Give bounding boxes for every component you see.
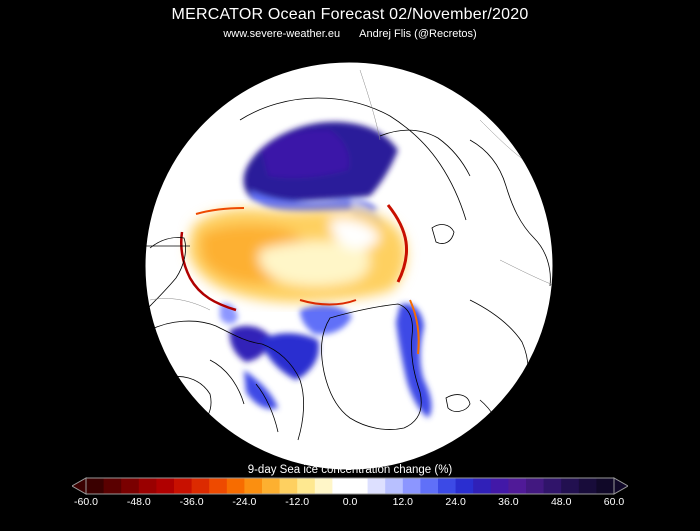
colorbar-tick-label: 24.0 (445, 496, 466, 508)
colorbar-segment (543, 478, 562, 494)
site-credit: www.severe-weather.eu (223, 28, 341, 40)
colorbar-segment (138, 478, 157, 494)
ice-gain-canada (220, 303, 432, 418)
colorbar-segment (332, 478, 351, 494)
colorbar-segment (526, 478, 545, 494)
colorbar-segment (367, 478, 386, 494)
colorbar-tick-label: 12.0 (392, 496, 414, 508)
svalbard-coast (431, 224, 455, 244)
colorbar-segment (402, 478, 421, 494)
colorbar-segment (103, 478, 122, 494)
siberia-coast (239, 97, 467, 221)
colorbar-segment (86, 478, 105, 494)
colorbar-segment (490, 478, 509, 494)
colorbar-segment (226, 478, 245, 494)
colorbar-tick-label: 60.0 (603, 496, 625, 508)
colorbar-segment (209, 478, 228, 494)
author-credit: Andrej Flis (@Recretos) (359, 28, 477, 40)
colorbar-segment (561, 478, 580, 494)
colorbar-segment (596, 478, 615, 494)
greenland-coast (321, 303, 422, 430)
colorbar-segment (420, 478, 439, 494)
colorbar-tick-label: -60.0 (74, 496, 98, 508)
colorbar-segment (156, 478, 175, 494)
colorbar-tick-label: 48.0 (550, 496, 572, 508)
colorbar-segment (244, 478, 263, 494)
colorbar-segment (314, 478, 333, 494)
iceland-coast (445, 394, 471, 412)
colorbar-segments (86, 478, 615, 494)
colorbar-tick-label: -24.0 (232, 496, 257, 508)
colorbar-segment (508, 478, 527, 494)
colorbar-label: 9-day Sea ice concentration change (%) (247, 464, 453, 476)
map-subtitle: www.severe-weather.eu Andrej Flis (@Recr… (0, 28, 700, 40)
colorbar-segment (262, 478, 281, 494)
alaska-coast (145, 237, 186, 311)
colorbar-segment (279, 478, 298, 494)
colorbar-tick-label: 36.0 (498, 496, 519, 508)
colorbar-segment (578, 478, 597, 494)
colorbar-tick-label: -48.0 (126, 496, 151, 508)
colorbar-segment (455, 478, 474, 494)
colorbar-right-arrow (613, 477, 628, 495)
colorbar-frame (85, 477, 615, 495)
ice-gain-siberia (243, 121, 398, 238)
colorbar (72, 477, 628, 495)
colorbar-segment (438, 478, 457, 494)
russia-north-coast (379, 129, 471, 177)
ice-loss-edge (180, 204, 420, 355)
colorbar-tick-label: -12.0 (285, 496, 310, 508)
colorbar-segment (191, 478, 210, 494)
colorbar-segment (350, 478, 369, 494)
ice-loss-central (188, 208, 407, 303)
canada-coast (149, 320, 304, 441)
map-rim (144, 61, 554, 471)
colorbar-segment (121, 478, 140, 494)
colorbar-segment (385, 478, 404, 494)
colorbar-tick-label: -36.0 (179, 496, 204, 508)
colorbar-segment (174, 478, 193, 494)
map-title: MERCATOR Ocean Forecast 02/November/2020 (171, 6, 529, 23)
colorbar-segment (473, 478, 492, 494)
colorbar-segment (297, 478, 316, 494)
colorbar-tick-label: 0.0 (342, 496, 358, 508)
colorbar-left-arrow (72, 477, 87, 495)
scandinavia-coast (469, 139, 551, 287)
